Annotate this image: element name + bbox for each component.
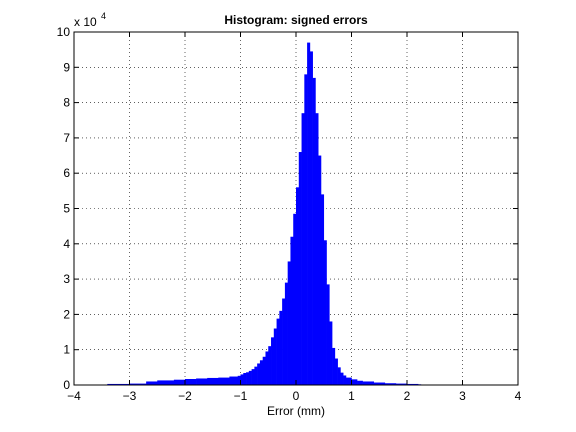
histogram-bar bbox=[146, 381, 158, 385]
x-tick-label: 2 bbox=[404, 389, 411, 403]
histogram-bar bbox=[318, 155, 322, 385]
histogram-bar bbox=[395, 383, 408, 385]
histogram-bar bbox=[293, 213, 297, 385]
histogram-bar bbox=[304, 74, 308, 386]
y-tick-labels: 0 1 2 3 4 5 6 7 8 9 10 bbox=[57, 25, 71, 392]
histogram-bar bbox=[279, 310, 283, 385]
histogram-bar bbox=[259, 360, 263, 385]
y-tick-label: 6 bbox=[63, 166, 70, 180]
histogram-bar bbox=[323, 240, 327, 385]
histogram-bar bbox=[265, 351, 269, 385]
histogram-bar bbox=[129, 383, 147, 385]
histogram-bar bbox=[157, 380, 175, 385]
histogram-bar bbox=[326, 284, 330, 385]
axis-ticks bbox=[73, 31, 519, 386]
y-scale-exponent: 4 bbox=[101, 11, 106, 21]
x-tick-label: 1 bbox=[348, 389, 355, 403]
histogram-bar bbox=[332, 347, 336, 385]
histogram-bar bbox=[282, 298, 286, 385]
histogram-bar bbox=[207, 377, 219, 385]
histogram-bar bbox=[296, 187, 300, 385]
histogram-bar bbox=[337, 367, 341, 385]
y-tick-label: 2 bbox=[63, 307, 70, 321]
x-tick-labels: −4 −3 −2 −1 0 1 2 3 4 bbox=[67, 389, 522, 403]
histogram-bar bbox=[243, 372, 247, 385]
histogram-bar bbox=[320, 194, 325, 385]
histogram-bar bbox=[407, 383, 419, 385]
y-tick-label: 7 bbox=[63, 131, 70, 145]
histogram-bar bbox=[218, 377, 230, 385]
y-tick-label: 9 bbox=[63, 60, 70, 74]
histogram-bar bbox=[251, 369, 255, 385]
x-tick-label: 4 bbox=[515, 389, 522, 403]
histogram-bar bbox=[268, 346, 272, 385]
y-tick-label: 0 bbox=[63, 378, 70, 392]
x-tick-label: 0 bbox=[293, 389, 300, 403]
histogram-bar bbox=[262, 356, 266, 385]
y-tick-label: 4 bbox=[63, 237, 70, 251]
histogram-bar bbox=[271, 337, 275, 385]
histogram-bar bbox=[312, 77, 316, 385]
x-tick-label: −2 bbox=[178, 389, 192, 403]
x-tick-label: −4 bbox=[67, 389, 81, 403]
x-tick-label: −3 bbox=[123, 389, 137, 403]
histogram-bar bbox=[345, 377, 352, 385]
histogram-bar bbox=[298, 152, 302, 385]
histogram-bar bbox=[351, 379, 358, 385]
histogram-bar bbox=[240, 374, 244, 385]
histogram-bar bbox=[254, 366, 258, 385]
histogram-bar bbox=[329, 321, 333, 385]
histogram-bar bbox=[237, 375, 241, 385]
histogram-bar bbox=[229, 376, 239, 385]
histogram-bar bbox=[307, 42, 311, 386]
histogram-bar bbox=[343, 375, 347, 385]
x-tick-label: −1 bbox=[234, 389, 248, 403]
x-tick-label: 3 bbox=[459, 389, 466, 403]
histogram-bar bbox=[340, 372, 344, 385]
histogram-bar bbox=[357, 380, 363, 385]
histogram-bars bbox=[107, 42, 422, 386]
histogram-bar bbox=[362, 381, 374, 385]
histogram-bar bbox=[273, 328, 277, 385]
y-scale-multiplier: x 10 bbox=[74, 15, 97, 29]
histogram-bar bbox=[173, 379, 186, 385]
histogram-bar bbox=[287, 261, 291, 385]
histogram-bar bbox=[248, 370, 252, 385]
histogram-bar bbox=[276, 318, 280, 385]
histogram-bar bbox=[309, 51, 313, 385]
y-tick-label: 5 bbox=[63, 202, 70, 216]
x-axis-label: Error (mm) bbox=[267, 404, 325, 418]
histogram-bar bbox=[301, 113, 305, 385]
chart-title: Histogram: signed errors bbox=[224, 13, 368, 27]
histogram-bar bbox=[107, 383, 130, 385]
histogram-bar bbox=[284, 282, 288, 385]
y-tick-label: 8 bbox=[63, 96, 70, 110]
y-tick-label: 10 bbox=[57, 25, 71, 39]
histogram-bar bbox=[185, 378, 197, 385]
histogram-bar bbox=[196, 378, 208, 385]
y-tick-label: 1 bbox=[63, 343, 70, 357]
y-tick-label: 3 bbox=[63, 272, 70, 286]
histogram-bar bbox=[373, 382, 386, 385]
histogram-bar bbox=[315, 113, 319, 385]
histogram-bar bbox=[290, 236, 294, 385]
histogram-bar bbox=[384, 383, 397, 385]
histogram-bar bbox=[246, 372, 250, 385]
histogram-bar bbox=[334, 358, 338, 385]
histogram-bar bbox=[257, 363, 261, 385]
